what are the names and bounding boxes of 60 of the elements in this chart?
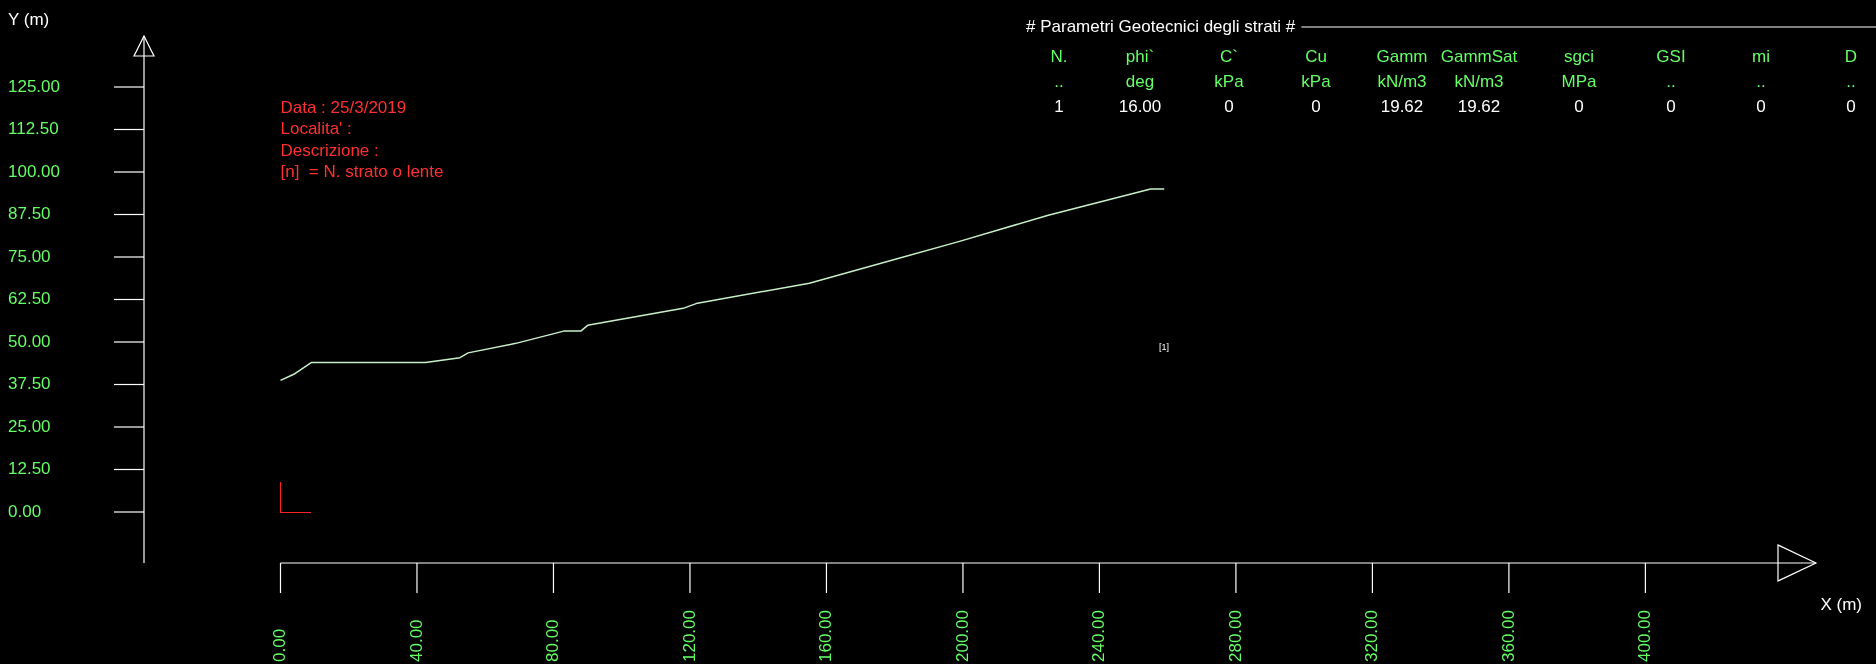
text: D xyxy=(1844,46,1858,66)
annotation: kN/m3 xyxy=(1454,71,1504,91)
y-axis-title: Y (m) xyxy=(8,9,50,29)
text: 0 xyxy=(1846,96,1856,116)
annotation: 19.62 xyxy=(1380,96,1424,116)
annotation: deg xyxy=(1125,71,1155,91)
annotation: GSI xyxy=(1656,46,1686,66)
annotation: phi` xyxy=(1125,46,1155,66)
annotation: .. xyxy=(1666,71,1676,91)
annotation: 0 xyxy=(1224,96,1234,116)
annotation: .. xyxy=(1756,71,1766,91)
x-tick-label: 320.00 xyxy=(1362,610,1382,662)
x-axis-title: X (m) xyxy=(1820,594,1862,614)
annotation: [1] xyxy=(1158,342,1170,353)
text: # Parametri Geotecnici degli strati # xyxy=(1026,16,1296,36)
x-tick-label: 120.00 xyxy=(679,610,699,662)
x-tick-label: 400.00 xyxy=(1635,610,1655,662)
text: .. xyxy=(1846,71,1856,91)
annotation: 0 xyxy=(1666,96,1676,116)
y-tick-label: 25.00 xyxy=(8,416,51,436)
annotation: [n] = N. strato o lente xyxy=(280,162,444,182)
annotation: 19.62 xyxy=(1457,96,1501,116)
annotation: Cu xyxy=(1305,46,1327,66)
y-tick-label: 0.00 xyxy=(8,501,42,521)
x-tick-label: 160.00 xyxy=(816,610,836,662)
annotation: C` xyxy=(1220,46,1238,66)
annotation: MPa xyxy=(1561,71,1598,91)
annotation: 0 xyxy=(1756,96,1766,116)
y-tick-label: 100.00 xyxy=(8,161,60,181)
y-tick-label: 50.00 xyxy=(8,331,51,351)
x-tick-label: 360.00 xyxy=(1498,610,1518,662)
annotation: Descrizione : xyxy=(280,140,379,160)
x-tick-label: 280.00 xyxy=(1225,610,1245,662)
annotation: Data : 25/3/2019 xyxy=(280,97,407,117)
y-tick-label: 112.50 xyxy=(8,119,59,139)
annotation: 1 xyxy=(1054,96,1064,116)
annotation: 16.00 xyxy=(1118,96,1162,116)
annotation: Gamm xyxy=(1376,46,1428,66)
x-tick-label: 40.00 xyxy=(406,619,426,662)
annotation: kN/m3 xyxy=(1377,71,1427,91)
annotation: GammSat xyxy=(1440,46,1518,66)
annotation: 0 xyxy=(1574,96,1584,116)
annotation: kPa xyxy=(1301,71,1332,91)
x-tick-label: 240.00 xyxy=(1089,610,1109,662)
x-tick-label: 200.00 xyxy=(952,610,972,662)
annotation: mi xyxy=(1752,46,1770,66)
y-tick-label: 75.00 xyxy=(8,246,51,266)
annotation: N. xyxy=(1050,46,1068,66)
y-tick-label: 87.50 xyxy=(8,204,51,224)
annotation: sgci xyxy=(1563,46,1595,66)
y-tick-label: 37.50 xyxy=(8,374,51,394)
annotation: .. xyxy=(1054,71,1064,91)
y-tick-label: 12.50 xyxy=(8,459,51,479)
x-tick-label: 0.00 xyxy=(270,628,290,662)
annotation: kPa xyxy=(1214,71,1245,91)
x-tick-label: 80.00 xyxy=(543,619,563,662)
annotation: Localita' : xyxy=(280,119,352,139)
y-tick-label: 125.00 xyxy=(8,76,60,96)
y-tick-label: 62.50 xyxy=(8,289,51,309)
annotation: 0 xyxy=(1311,96,1321,116)
